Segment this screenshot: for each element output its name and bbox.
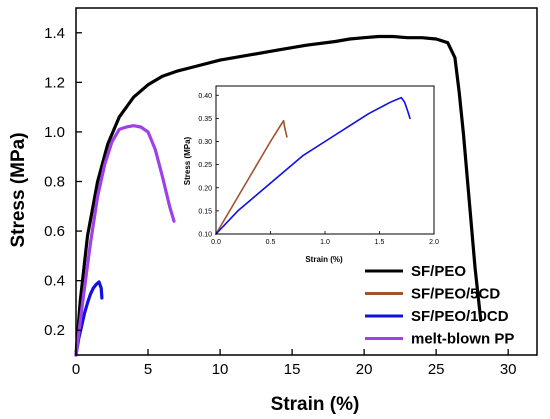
- y-tick-label: 0.20: [198, 185, 212, 192]
- series-line-sf-peo: [74, 34, 483, 357]
- main-y-ticks: 0.2 0.4 0.6 0.8 1.0 1.2 1.4: [44, 25, 82, 339]
- legend-label-melt-blown-pp: melt-blown PP: [411, 331, 514, 348]
- main-y-axis-title: Stress (MPa): [8, 132, 29, 247]
- y-tick-label: 1.4: [44, 25, 65, 42]
- inset-y-axis-title: Stress (MPa): [183, 136, 192, 185]
- y-tick-label: 0.15: [198, 208, 212, 215]
- main-x-ticks: 0 5 10 15 20 25 30: [72, 349, 517, 378]
- x-tick-label: 2.0: [429, 239, 439, 246]
- main-x-axis-title: Strain (%): [271, 394, 360, 415]
- series-line-sf-peo-5cd: [215, 119, 288, 235]
- inset-x-ticks: 0.0 0.5 1.0 1.5 2.0: [211, 231, 439, 246]
- y-tick-label: 0.30: [198, 139, 212, 146]
- x-tick-label: 0.5: [266, 239, 276, 246]
- legend-label-sf-peo: SF/PEO: [411, 263, 466, 280]
- x-tick-label: 20: [356, 361, 373, 378]
- x-tick-label: 1.5: [375, 239, 385, 246]
- main-plot: 0 5 10 15 20 25 30 0.2 0.4 0.6 0.8 1.0 1.2 1.4 Strai…: [8, 7, 538, 415]
- x-tick-label: 25: [428, 361, 445, 378]
- inset-x-axis-title: Strain (%): [305, 255, 343, 264]
- main-series-group: [74, 34, 483, 357]
- y-tick-label: 1.0: [44, 124, 65, 141]
- y-tick-label: 0.8: [44, 174, 65, 191]
- y-tick-label: 0.10: [198, 232, 212, 239]
- x-tick-label: 1.0: [320, 239, 330, 246]
- y-tick-label: 1.2: [44, 74, 65, 91]
- y-tick-label: 0.40: [198, 93, 212, 100]
- inset-background: [216, 86, 434, 234]
- x-tick-label: 0: [72, 361, 80, 378]
- x-tick-label: 5: [144, 361, 152, 378]
- y-tick-label: 0.25: [198, 162, 212, 169]
- y-tick-label: 0.35: [198, 116, 212, 123]
- x-tick-label: 30: [500, 361, 517, 378]
- x-tick-label: 10: [212, 361, 229, 378]
- inset-series-group: [215, 96, 411, 235]
- legend-label-sf-peo-5cd: SF/PEO/5CD: [411, 286, 500, 303]
- y-tick-label: 0.6: [44, 223, 65, 240]
- legend-label-sf-peo-10cd: SF/PEO/10CD: [411, 308, 509, 325]
- y-tick-label: 0.4: [44, 273, 65, 290]
- series-line-melt-blown-pp: [74, 124, 176, 357]
- series-line-sf-peo-10cd: [215, 96, 411, 235]
- x-tick-label: 0.0: [211, 239, 221, 246]
- legend: SF/PEO SF/PEO/5CD SF/PEO/10CD melt-blown PP: [365, 263, 514, 348]
- inset-y-ticks: 0.10 0.15 0.20 0.25 0.30 0.35 0.40: [198, 93, 219, 239]
- x-tick-label: 15: [284, 361, 301, 378]
- y-tick-label: 0.2: [44, 322, 65, 339]
- inset-plot: 0.0 0.5 1.0 1.5 2.0 0.10 0.15 0.20 0.25 0.30 0.35…: [183, 85, 439, 264]
